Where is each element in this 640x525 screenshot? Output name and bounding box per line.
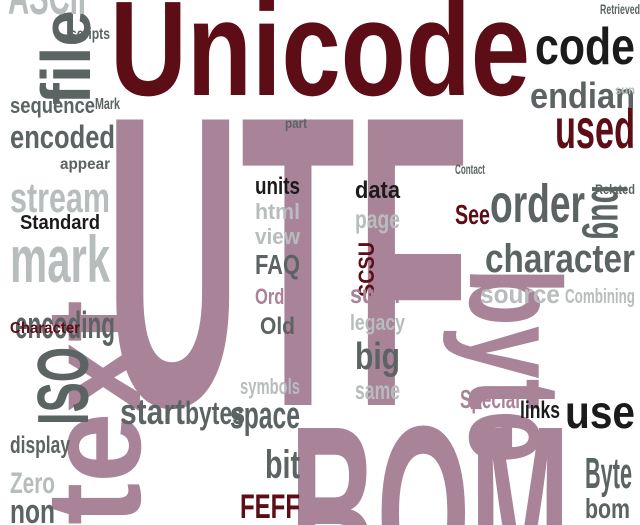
word: encoding [15,305,115,347]
word: links [520,397,560,424]
word: bit [265,443,300,487]
word: Combining [565,286,635,308]
word: code [535,18,635,76]
word: text [18,300,169,525]
word: html [255,199,300,224]
word: Unicode [110,0,530,124]
word: sequence [10,93,95,118]
word: Byte [585,449,632,498]
word: Special [460,384,520,414]
word: Zero [10,467,55,500]
word: display [10,432,70,459]
word: used [555,97,635,160]
word: big [355,336,400,378]
word: part [285,115,307,131]
word: Retrieved [600,1,640,17]
word: such [350,279,400,309]
word: See [455,199,490,230]
word: appear [60,156,110,173]
word: page [355,204,400,234]
word: source [480,279,560,309]
word: units [255,173,300,200]
word: bom [585,493,630,524]
word: SCSU [354,242,379,297]
word: bytes [185,395,245,431]
word: byte [442,268,588,463]
word: symbols [240,374,300,399]
word: Order [255,284,300,309]
word: ASCII [8,0,86,25]
word: stream [10,174,110,221]
word: sun [615,83,635,97]
word: BOM [290,374,570,525]
word: character [485,237,635,281]
word: Related [595,181,635,197]
word: legacy [350,310,406,335]
word: data [355,177,401,204]
word: Standard [20,212,100,234]
word: file [27,10,105,105]
word: non [10,493,55,525]
word: view [255,224,301,249]
word: Character [10,320,80,337]
word: FAQ [255,249,300,280]
word: order [490,174,585,234]
word: encoded [10,119,115,155]
word: same [355,375,400,405]
word: mark [10,222,110,296]
word: Mark [95,96,120,113]
word: use [565,386,635,438]
word: Contact [455,161,485,177]
word: endian [530,75,635,116]
word: UTF [105,29,470,493]
word: ISO [24,347,104,425]
word: start [120,391,185,432]
word: scripts [70,26,110,43]
word: bug [581,185,634,240]
word: space [230,395,300,437]
word: Old [260,313,295,340]
word: FEFF [240,488,300,525]
